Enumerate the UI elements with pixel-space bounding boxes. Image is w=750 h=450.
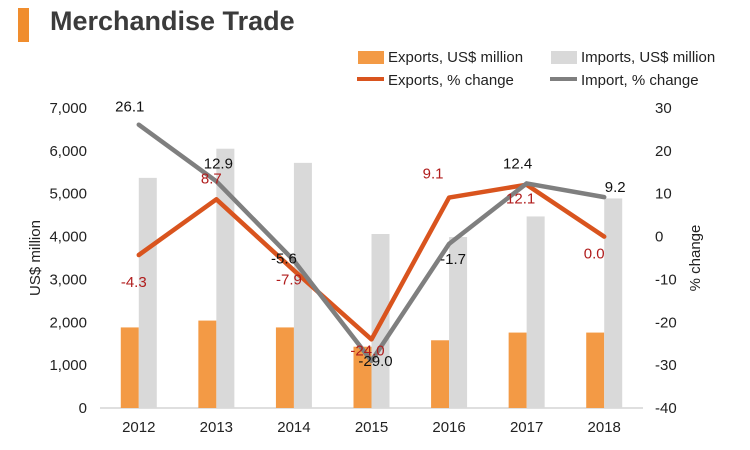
y-right-tick-label: 30 [655,100,672,117]
data-label-exports-change: 12.1 [506,191,535,208]
legend-label-imports-line: Import, % change [581,72,699,89]
bar-exports [198,320,217,408]
data-label-imports-change: -29.0 [358,353,392,370]
data-label-exports-change: -4.3 [121,274,147,291]
y-right-tick-label: -30 [655,357,677,374]
y-left-axis-title: US$ million [27,220,44,296]
legend-label-imports-bar: Imports, US$ million [581,49,715,66]
title-accent-bar [18,8,29,42]
data-label-imports-change: -1.7 [440,251,466,268]
legend-label-exports-line: Exports, % change [388,72,514,89]
bar-exports [353,346,372,408]
x-tick-label: 2017 [510,419,543,436]
legend-swatch-imports-bar [551,51,577,64]
data-label-exports-change: 9.1 [423,166,444,183]
bar-imports [604,198,623,408]
data-label-exports-change: 0.0 [584,246,605,263]
x-tick-label: 2014 [277,419,310,436]
data-label-imports-change: 12.4 [503,155,532,172]
y-right-axis-title: % change [687,225,704,292]
y-left-tick-label: 7,000 [49,100,87,117]
bar-exports [508,332,527,408]
bar-exports [431,340,450,408]
data-label-imports-change: 26.1 [115,99,144,116]
data-label-imports-change: 12.9 [204,155,233,172]
bar-imports [526,216,545,408]
data-label-exports-change: -24.0 [350,342,384,359]
legend: Exports, US$ million Imports, US$ millio… [357,49,715,89]
y-right-tick-label: 10 [655,186,672,203]
y-left-tick-label: 1,000 [49,357,87,374]
x-tick-label: 2018 [588,419,621,436]
x-tick-label: 2012 [122,419,155,436]
bar-imports [293,162,312,408]
legend-swatch-exports-bar [358,51,384,64]
bar-imports [449,237,468,408]
bar-exports [275,327,294,408]
y-right-tick-label: 0 [655,229,663,246]
data-label-imports-change: 9.2 [605,179,626,196]
x-tick-label: 2015 [355,419,388,436]
y-left-tick-label: 2,000 [49,314,87,331]
line-imports-change [136,122,607,364]
y-left-tick-label: 3,000 [49,271,87,288]
y-left-tick-label: 0 [79,400,87,417]
x-tick-label: 2013 [200,419,233,436]
lines [136,122,607,364]
y-right-tick-label: 20 [655,143,672,160]
bar-exports [120,327,139,408]
legend-label-exports-bar: Exports, US$ million [388,49,523,66]
axes: 2012 2013 2014 2015 2016 2017 2018 0 1,000 2,000 3… [27,100,704,436]
data-label-exports-change: 8.7 [201,170,222,187]
y-left-tick-label: 4,000 [49,229,87,246]
y-left-tick-label: 5,000 [49,186,87,203]
y-right-tick-label: -20 [655,314,677,331]
data-labels: -4.3 8.7 -7.9 -24.0 9.1 12.1 0.0 26.1 12.9 -5.6 -2… [115,99,625,370]
chart-title: Merchandise Trade [50,6,295,36]
x-tick-label: 2016 [432,419,465,436]
data-label-exports-change: -7.9 [276,271,302,288]
y-right-tick-label: -40 [655,400,677,417]
y-right-tick-label: -10 [655,271,677,288]
data-label-imports-change: -5.6 [271,251,297,268]
bar-exports [586,332,605,408]
bar-imports [138,177,157,408]
y-left-tick-label: 6,000 [49,143,87,160]
